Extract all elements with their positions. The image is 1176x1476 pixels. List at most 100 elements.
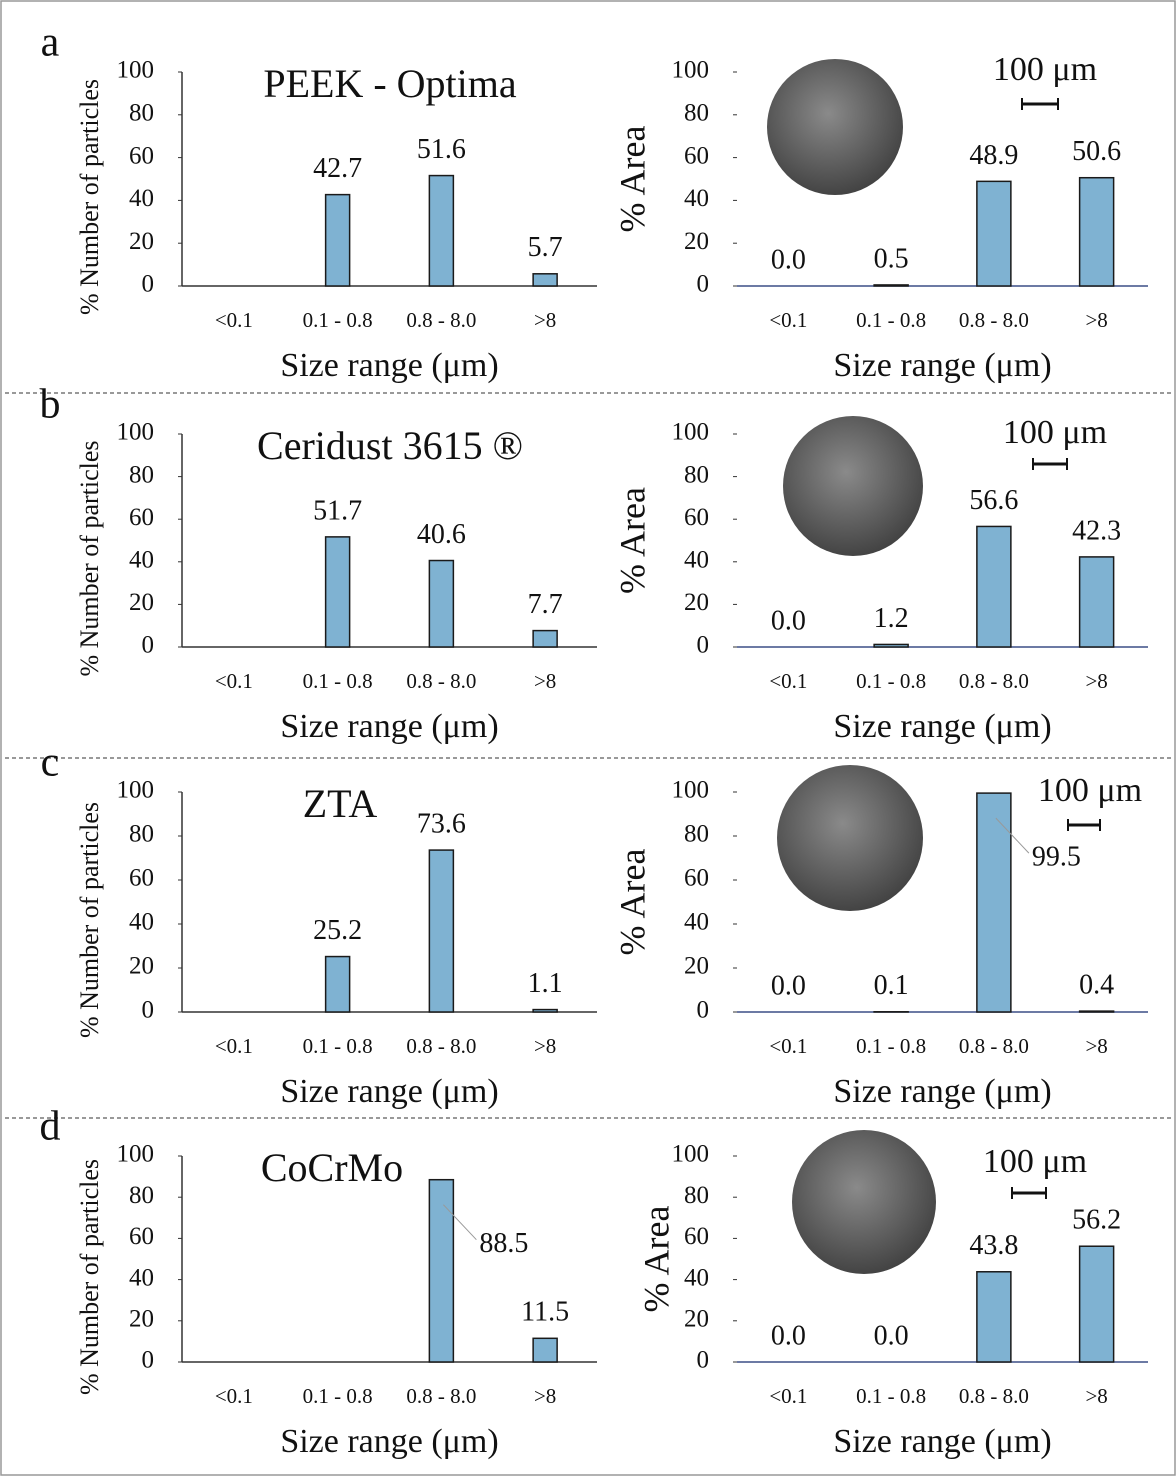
bar: [976, 792, 1012, 1013]
y-tick-label: 60: [129, 142, 154, 169]
micrograph: [767, 59, 903, 195]
panel-label: b: [40, 382, 61, 428]
data-label: 73.6: [417, 809, 466, 840]
y-tick-label: 80: [684, 461, 709, 488]
x-tick-label: 0.8 - 8.0: [959, 1384, 1029, 1408]
x-tick-label: 0.1 - 0.8: [856, 669, 926, 693]
data-label: 50.6: [1072, 136, 1121, 167]
y-axis-label: % Area: [612, 487, 652, 594]
bar: [532, 1337, 558, 1363]
x-tick-label: 0.8 - 8.0: [406, 669, 476, 693]
data-label: 0.0: [771, 970, 806, 1001]
x-tick-label: >8: [1085, 1034, 1107, 1058]
bar: [532, 273, 558, 287]
x-tick-label: >8: [1085, 669, 1107, 693]
y-tick-label: 100: [117, 57, 155, 84]
bar: [428, 849, 455, 1013]
x-tick-label: 0.1 - 0.8: [856, 1384, 926, 1408]
data-label: 56.2: [1072, 1205, 1121, 1236]
data-label: 43.8: [969, 1230, 1018, 1261]
y-tick-label: 100: [672, 1141, 710, 1168]
bar: [428, 1178, 455, 1363]
y-tick-label: 0: [697, 632, 710, 659]
x-tick-label: 0.8 - 8.0: [406, 1034, 476, 1058]
y-tick-label: 60: [684, 504, 709, 531]
x-tick-label: 0.8 - 8.0: [959, 308, 1029, 332]
bar: [532, 629, 558, 648]
y-tick-label: 0: [142, 1347, 155, 1374]
y-tick-label: 40: [129, 909, 154, 936]
y-tick-label: 100: [117, 419, 155, 446]
y-tick-label: 80: [684, 821, 709, 848]
micrograph: [777, 765, 923, 911]
y-tick-label: 60: [129, 504, 154, 531]
bar: [324, 955, 351, 1013]
y-tick-label: 60: [684, 865, 709, 892]
x-tick-label: >8: [1085, 1384, 1107, 1408]
data-label: 42.7: [313, 153, 362, 184]
x-axis-label: Size range (μm): [280, 1073, 498, 1110]
y-axis-label: % Number of particles: [75, 802, 104, 1038]
data-label: 5.7: [528, 232, 563, 263]
x-tick-label: <0.1: [769, 308, 807, 332]
y-tick-label: 20: [684, 953, 709, 980]
x-tick-label: 0.1 - 0.8: [303, 669, 373, 693]
y-tick-label: 80: [129, 1182, 154, 1209]
x-axis-label: Size range (μm): [280, 347, 498, 384]
x-tick-label: 0.8 - 8.0: [959, 1034, 1029, 1058]
y-tick-label: 20: [684, 589, 709, 616]
x-tick-label: <0.1: [769, 669, 807, 693]
y-tick-label: 100: [117, 1141, 155, 1168]
y-tick-label: 0: [697, 1347, 710, 1374]
y-tick-label: 80: [129, 821, 154, 848]
data-label: 0.4: [1079, 970, 1114, 1001]
y-tick-label: 60: [129, 865, 154, 892]
data-label: 0.0: [771, 1320, 806, 1351]
x-tick-label: >8: [1085, 308, 1107, 332]
data-label: 7.7: [528, 589, 563, 620]
bar: [1078, 1010, 1115, 1013]
x-axis-label: Size range (μm): [833, 347, 1051, 384]
y-tick-label: 40: [684, 909, 709, 936]
y-tick-label: 60: [684, 142, 709, 169]
leader-line: [995, 817, 1030, 854]
y-tick-label: 20: [684, 228, 709, 255]
y-axis-label: % Area: [636, 1206, 676, 1313]
x-tick-label: 0.8 - 8.0: [959, 669, 1029, 693]
y-tick-label: 40: [129, 1264, 154, 1291]
y-tick-label: 20: [129, 228, 154, 255]
scale-bar-label: 100 μm: [1003, 414, 1107, 451]
y-tick-label: 80: [684, 100, 709, 127]
panel-label: a: [41, 20, 60, 66]
x-axis-label: Size range (μm): [280, 1423, 498, 1460]
bar: [532, 1008, 558, 1013]
x-tick-label: <0.1: [769, 1384, 807, 1408]
x-axis-label: Size range (μm): [833, 1073, 1051, 1110]
scale-bar-label: 100 μm: [983, 1143, 1087, 1180]
data-label: 0.1: [874, 970, 909, 1001]
y-axis-label: % Area: [612, 849, 652, 956]
leader-line: [443, 1204, 477, 1241]
data-label: 25.2: [313, 915, 362, 946]
x-tick-label: >8: [534, 1034, 556, 1058]
x-tick-label: 0.1 - 0.8: [303, 1384, 373, 1408]
y-tick-label: 40: [684, 1264, 709, 1291]
data-label: 56.6: [969, 485, 1018, 516]
data-label: 48.9: [969, 140, 1018, 171]
x-tick-label: <0.1: [215, 669, 253, 693]
chart-title: ZTA: [303, 781, 378, 826]
x-tick-label: 0.1 - 0.8: [856, 1034, 926, 1058]
x-tick-label: <0.1: [215, 308, 253, 332]
y-tick-label: 100: [672, 419, 710, 446]
bar: [873, 643, 909, 648]
data-label: 0.0: [771, 244, 806, 275]
x-tick-label: >8: [534, 308, 556, 332]
micrograph: [792, 1130, 936, 1274]
x-tick-label: <0.1: [769, 1034, 807, 1058]
y-axis-label: % Area: [612, 126, 652, 233]
x-tick-label: 0.1 - 0.8: [856, 308, 926, 332]
x-tick-label: >8: [534, 1384, 556, 1408]
y-tick-label: 100: [672, 777, 710, 804]
bar: [873, 284, 909, 287]
data-label: 1.1: [528, 968, 563, 999]
